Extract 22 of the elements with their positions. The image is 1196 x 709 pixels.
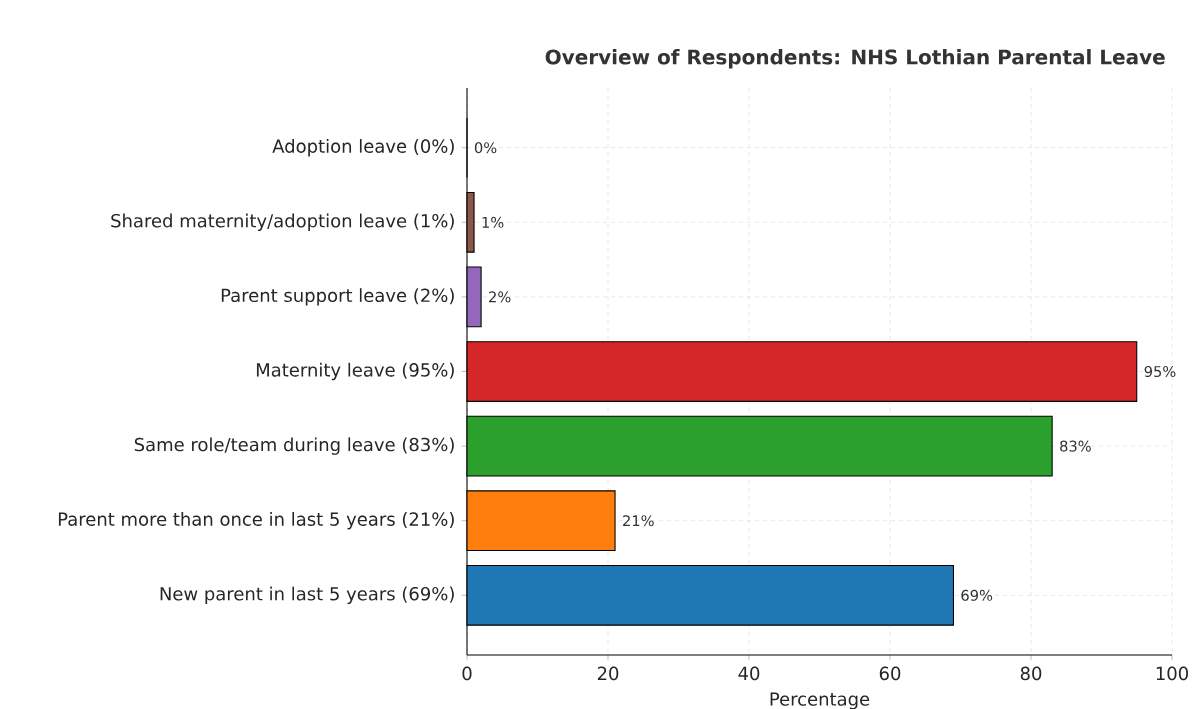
data-label: 95% bbox=[1144, 365, 1176, 378]
data-label: 83% bbox=[1060, 440, 1091, 452]
data-label: 69% bbox=[961, 589, 993, 601]
x-tick-label: 80 bbox=[1020, 666, 1042, 681]
x-tick-label: 60 bbox=[879, 666, 901, 681]
chart-title: Overview of Respondents: NHS Lothian Parental Leave bbox=[545, 49, 1165, 69]
data-label: 2% bbox=[489, 291, 511, 303]
x-tick-label: 20 bbox=[597, 666, 619, 681]
y-tick-label: Parent support leave (2%) bbox=[221, 288, 454, 306]
y-tick-label: Adoption leave (0%) bbox=[272, 138, 454, 157]
data-label: 21% bbox=[623, 515, 654, 527]
y-tick-label: Parent more than once in last 5 years (21%) bbox=[58, 512, 454, 530]
x-axis-title: Percentage bbox=[770, 692, 870, 709]
x-tick-label: 40 bbox=[738, 666, 760, 681]
x-tick-label: 0 bbox=[462, 666, 472, 681]
y-tick-label: Maternity leave (95%) bbox=[256, 362, 454, 381]
y-tick-label: Shared maternity/adoption leave (1%) bbox=[111, 213, 454, 231]
y-tick-label: New parent in last 5 years (69%) bbox=[160, 586, 454, 605]
x-tick-label: 100 bbox=[1156, 666, 1188, 681]
data-label: 0% bbox=[474, 142, 497, 154]
y-tick-label: Same role/team during leave (83%) bbox=[134, 437, 454, 455]
data-label: 1% bbox=[482, 216, 504, 228]
